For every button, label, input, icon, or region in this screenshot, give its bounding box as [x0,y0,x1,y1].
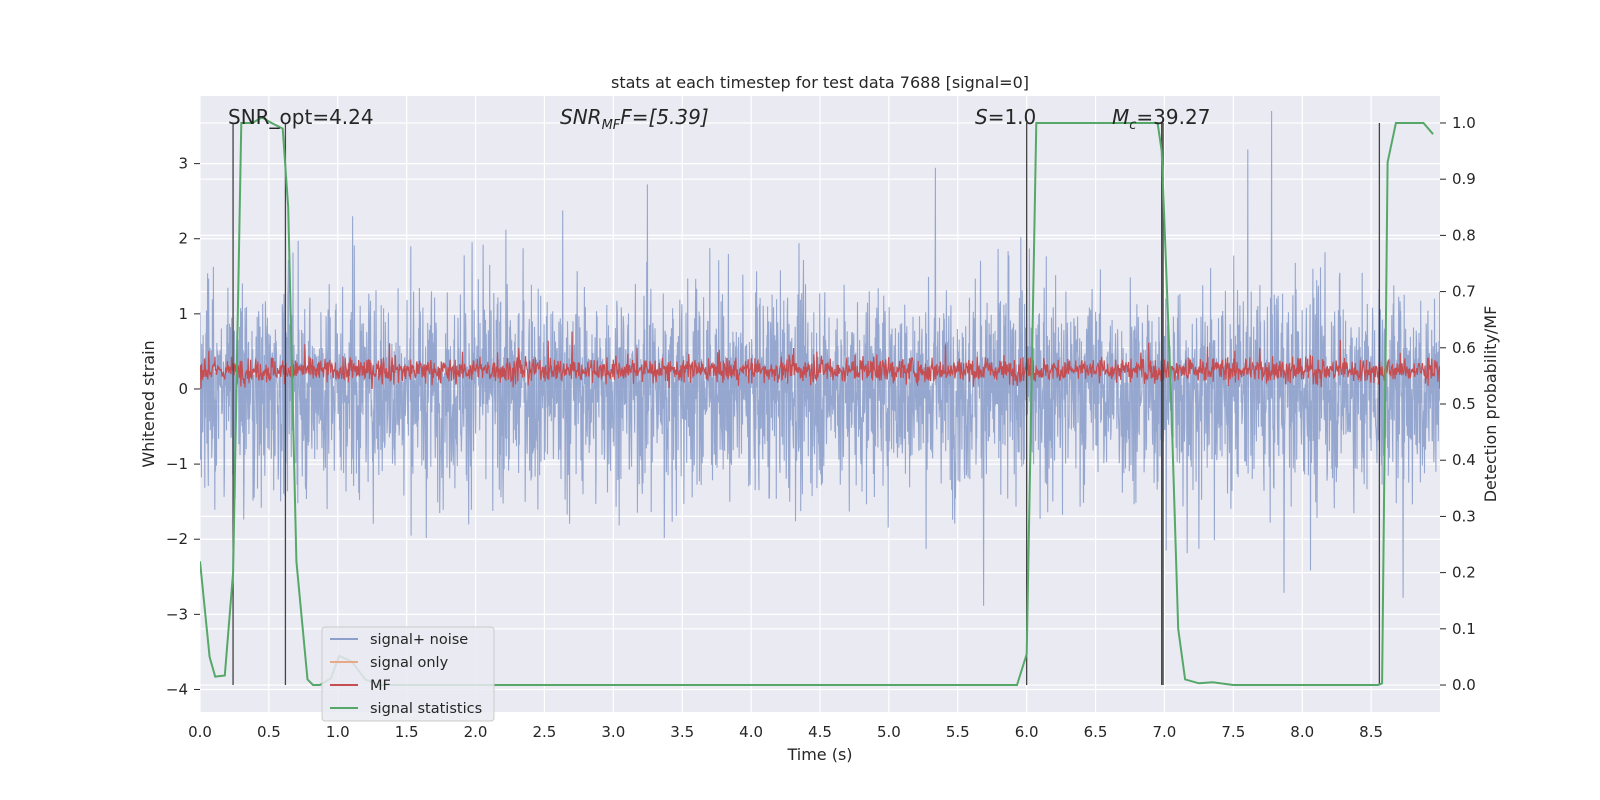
y2-tick-label: 1.0 [1452,114,1476,132]
x-tick-label: 4.0 [739,723,763,741]
legend-label-signal-noise: signal+ noise [370,632,468,648]
y2-tick-label: 0.0 [1452,676,1476,694]
y2-tick-label: 0.3 [1452,507,1476,525]
x-tick-label: 6.0 [1015,723,1039,741]
x-tick-label: 0.5 [257,723,281,741]
x-tick-label: 7.5 [1221,723,1245,741]
y-tick-label: 0 [178,380,188,398]
x-tick-label: 2.0 [464,723,488,741]
y-tick-label: −1 [166,455,188,473]
y2-axis-label: Detection probability/MF [1481,306,1500,503]
y2-tick-label: 0.8 [1452,226,1476,244]
x-tick-label: 3.0 [601,723,625,741]
y2-tick-label: 0.7 [1452,283,1476,301]
x-tick-label: 8.5 [1359,723,1383,741]
x-axis-label: Time (s) [786,745,852,764]
x-tick-label: 0.0 [188,723,212,741]
x-axis-ticks: 0.0 0.5 1.0 1.5 2.0 2.5 3.0 3.5 4.0 4.5 5.0 5.5 6.0 6… [188,723,1383,741]
x-tick-label: 2.5 [533,723,557,741]
y-tick-label: −2 [166,530,188,548]
legend-label-signal-statistics: signal statistics [370,701,482,717]
y2-tick-label: 0.4 [1452,451,1476,469]
y-tick-label: 1 [178,305,188,323]
y2-tick-label: 0.5 [1452,395,1476,413]
chart-title: stats at each timestep for test data 768… [611,73,1029,92]
y2-tick-label: 0.1 [1452,620,1476,638]
x-tick-label: 8.0 [1290,723,1314,741]
x-tick-label: 3.5 [670,723,694,741]
y2-tick-label: 0.6 [1452,339,1476,357]
line-mf [200,331,1440,390]
y-tick-label: 2 [178,230,188,248]
x-tick-label: 5.5 [946,723,970,741]
series-signal-statistics [200,116,1434,686]
series-signal-noise [200,110,1440,606]
y2-tick-label: 0.2 [1452,564,1476,582]
x-tick-label: 1.0 [326,723,350,741]
y2-tick-label: 0.9 [1452,170,1476,188]
annotation-snr-opt: SNR_opt=4.24 [228,105,374,129]
y-axis-ticks: −4 −3 −2 −1 0 1 2 3 [166,155,200,698]
vertical-markers [232,122,1381,686]
y-tick-label: −4 [166,680,188,698]
y2-axis-ticks: 0.0 0.1 0.2 0.3 0.4 0.5 0.6 0.7 0.8 0.9 1.0 [1440,114,1476,694]
x-tick-label: 5.0 [877,723,901,741]
y-tick-label: −3 [166,605,188,623]
y-tick-label: 3 [178,155,188,173]
annotation-mc: Mc=39.27 [1112,105,1210,133]
x-tick-label: 6.5 [1084,723,1108,741]
annotation-snr-mf: SNRMFF=[5.39] [560,105,709,133]
x-tick-label: 1.5 [395,723,419,741]
line-signal-statistics [200,116,1434,686]
legend: signal+ noise signal only MF signal stat… [321,626,495,722]
x-tick-label: 4.5 [808,723,832,741]
legend-box [321,626,495,722]
legend-label-mf: MF [370,678,391,694]
line-signal-noise [200,110,1440,606]
y-axis-label: Whitened strain [139,340,158,467]
legend-label-signal-only: signal only [370,655,449,671]
x-tick-label: 7.0 [1153,723,1177,741]
series-mf [200,331,1440,390]
annotation-s: S=1.0 [975,105,1036,129]
